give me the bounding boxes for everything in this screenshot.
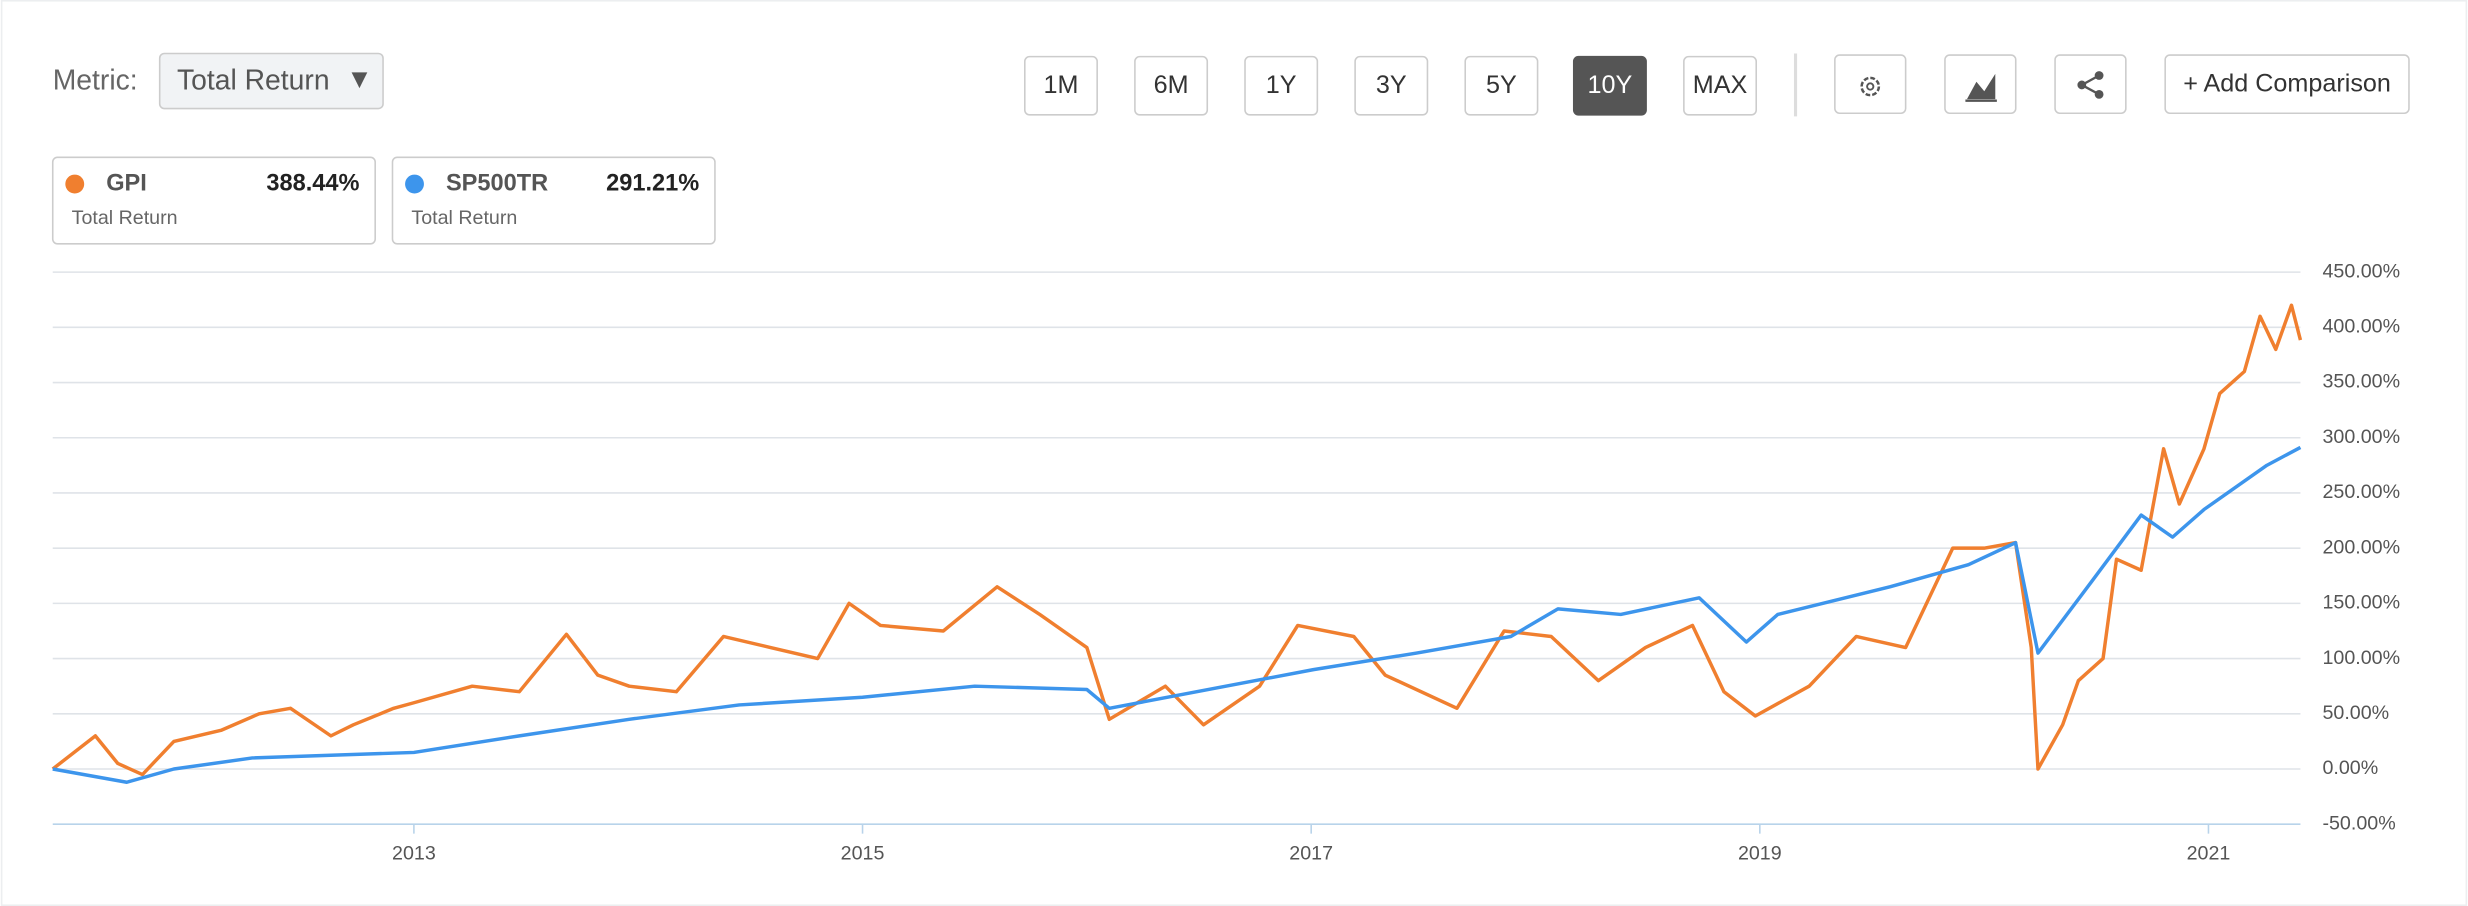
range-button[interactable]: 10Y	[1572, 55, 1647, 116]
y-tick-label: 100.00%	[2322, 647, 2400, 669]
range-label[interactable]: 10Y	[1588, 71, 1633, 99]
range-button[interactable]: 6M	[1134, 55, 1209, 116]
legend-box	[51, 156, 376, 245]
button-box[interactable]	[1683, 55, 1757, 116]
range-label[interactable]: 3Y	[1376, 71, 1407, 99]
x-tick-label: 2019	[1738, 842, 1782, 864]
range-button[interactable]: 1M	[1024, 55, 1098, 116]
range-button[interactable]: 5Y	[1464, 55, 1539, 116]
chart-type-button[interactable]	[1944, 54, 2017, 115]
settings-button[interactable]	[1834, 54, 1907, 115]
y-tick-label: 250.00%	[2322, 481, 2400, 503]
legend-name: SP500TR	[446, 169, 548, 195]
x-tick-label: 2015	[841, 842, 885, 864]
button-box[interactable]	[2054, 54, 2127, 115]
y-tick-label: 400.00%	[2322, 316, 2400, 338]
legend-name: GPI	[106, 169, 147, 195]
legend-swatch	[405, 174, 424, 194]
metric-dropdown[interactable]: Total Return	[158, 52, 384, 110]
series-line	[52, 445, 2302, 784]
y-tick-label: 150.00%	[2322, 592, 2400, 614]
share-dot[interactable]	[2094, 71, 2104, 80]
x-tick-label: 2013	[392, 842, 436, 864]
dropdown-box[interactable]	[158, 52, 384, 110]
legend-box	[391, 156, 716, 245]
button-box[interactable]	[1464, 55, 1539, 116]
range-button[interactable]: MAX	[1683, 55, 1757, 116]
y-tick-label: 350.00%	[2322, 371, 2400, 393]
legend-card: SP500TR 291.21% Total Return	[391, 156, 716, 245]
legend-total: 291.21%	[606, 169, 699, 195]
button-box[interactable]	[1134, 55, 1209, 116]
y-tick-label: 50.00%	[2322, 702, 2389, 724]
y-tick-label: 450.00%	[2322, 260, 2400, 282]
range-label[interactable]: 1Y	[1266, 71, 1297, 99]
dropdown-value[interactable]: Total Return	[177, 63, 330, 95]
range-label[interactable]: MAX	[1693, 71, 1748, 99]
button-box[interactable]	[1354, 55, 1429, 116]
button-box[interactable]	[1244, 55, 1319, 116]
button-box[interactable]	[1024, 55, 1098, 116]
y-tick-label: 300.00%	[2322, 426, 2400, 448]
y-tick-label: 200.00%	[2322, 536, 2400, 558]
range-label[interactable]: 5Y	[1486, 71, 1517, 99]
gear-icon[interactable]	[1860, 76, 1881, 97]
x-tick-label: 2017	[1289, 842, 1333, 864]
range-button[interactable]: 3Y	[1354, 55, 1429, 116]
legend-total: 388.44%	[266, 169, 359, 195]
metric-label: Metric:	[53, 63, 138, 95]
button-box[interactable]	[1944, 54, 2017, 115]
legend-swatch	[65, 174, 85, 194]
add-comparison-label[interactable]: + Add Comparison	[2183, 70, 2391, 98]
area-icon[interactable]	[1966, 73, 1996, 100]
legend-metric: Total Return	[72, 207, 178, 229]
range-button[interactable]: 1Y	[1244, 55, 1319, 116]
range-label[interactable]: 1M	[1044, 71, 1079, 99]
legend-metric: Total Return	[411, 207, 517, 229]
share-button[interactable]	[2054, 54, 2127, 115]
range-label[interactable]: 6M	[1154, 71, 1189, 99]
button-box[interactable]	[1572, 55, 1647, 116]
y-tick-label: 0.00%	[2322, 757, 2378, 779]
legend-card: GPI 388.44% Total Return	[51, 156, 376, 245]
add-comparison-button[interactable]: + Add Comparison	[2164, 54, 2410, 115]
share-dot[interactable]	[2077, 80, 2087, 90]
y-tick-label: -50.00%	[2322, 812, 2395, 834]
dropdown-arrow[interactable]	[351, 72, 368, 89]
series-line	[51, 303, 2303, 777]
x-tick-label: 2021	[2187, 842, 2231, 864]
share-dot[interactable]	[2094, 89, 2104, 99]
gear-center[interactable]	[1866, 82, 1875, 91]
button-box[interactable]	[2164, 54, 2410, 115]
